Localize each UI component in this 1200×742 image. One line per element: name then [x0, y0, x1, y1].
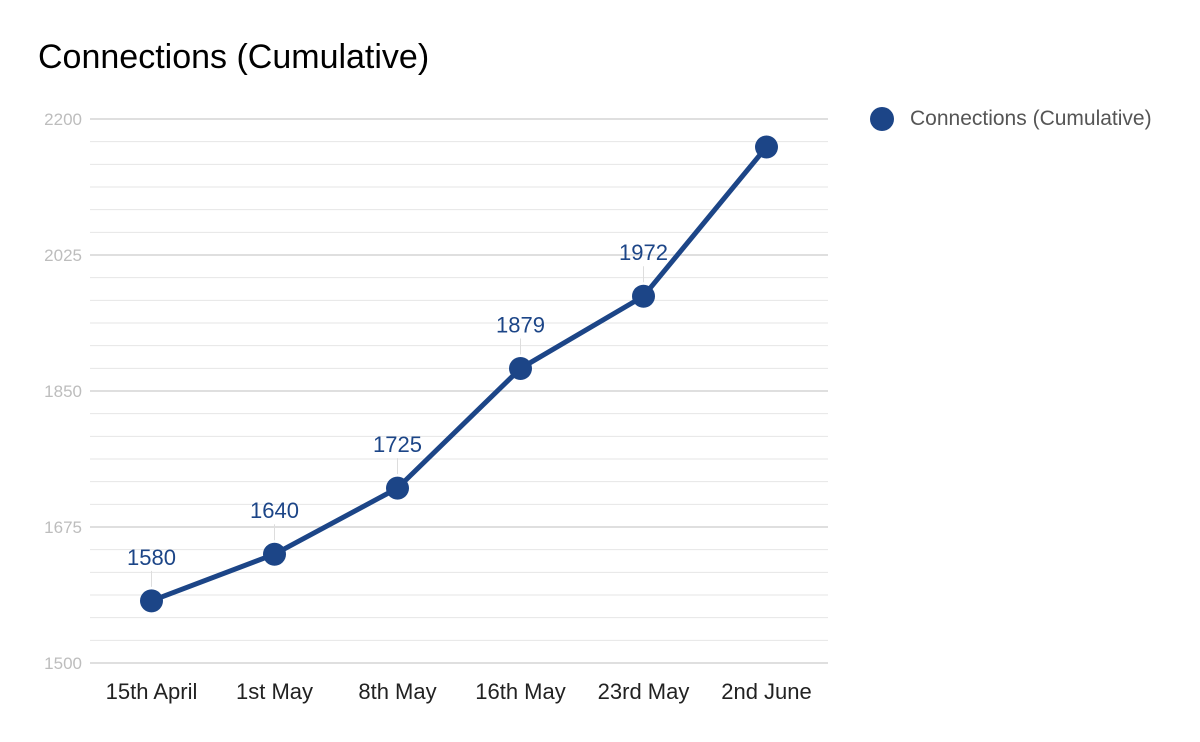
- x-tick-label: 15th April: [106, 679, 198, 704]
- y-tick-label: 2200: [44, 110, 82, 129]
- data-label: 1879: [496, 312, 545, 337]
- y-tick-label: 1500: [44, 654, 82, 673]
- data-label: 1640: [250, 498, 299, 523]
- x-tick-label: 8th May: [358, 679, 436, 704]
- data-label: 1725: [373, 432, 422, 457]
- y-tick-label: 1675: [44, 518, 82, 537]
- y-tick-label: 2025: [44, 246, 82, 265]
- series-line: [149, 144, 769, 604]
- series-connections: [140, 135, 778, 613]
- chart-title: Connections (Cumulative): [38, 38, 430, 76]
- data-point[interactable]: [755, 135, 778, 159]
- data-label: 1972: [619, 240, 668, 265]
- x-tick-label: 2nd June: [721, 679, 812, 704]
- data-labels: 1580 1640 1725 1879 1972: [127, 240, 668, 587]
- x-tick-label: 1st May: [236, 679, 313, 704]
- data-point[interactable]: [386, 476, 409, 500]
- gridlines: [90, 118, 828, 664]
- legend-swatch: [870, 107, 894, 131]
- legend: Connections (Cumulative): [870, 107, 1152, 131]
- y-axis-tick-labels: 1500 1675 1850 2025 2200: [44, 110, 82, 673]
- data-point[interactable]: [509, 356, 532, 380]
- x-tick-label: 23rd May: [598, 679, 690, 704]
- data-point[interactable]: [632, 284, 655, 308]
- x-tick-label: 16th May: [475, 679, 566, 704]
- y-tick-label: 1850: [44, 382, 82, 401]
- data-point[interactable]: [140, 589, 163, 613]
- data-point[interactable]: [263, 542, 286, 566]
- legend-label: Connections (Cumulative): [910, 107, 1152, 130]
- data-label: 1580: [127, 545, 176, 570]
- x-axis-tick-labels: 15th April 1st May 8th May 16th May 23rd May…: [106, 679, 812, 704]
